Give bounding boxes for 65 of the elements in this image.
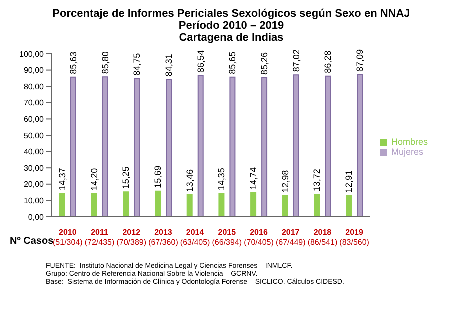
data-label: 14,74 — [248, 167, 259, 190]
x-tick-label: 2017 (67/449) — [276, 228, 306, 247]
data-label: 13,46 — [184, 170, 195, 192]
text: Nº Casos — [10, 236, 54, 247]
bar — [134, 78, 140, 217]
data-label: 85,80 — [100, 52, 110, 74]
x-tick-label: 2012 (70/389) — [116, 228, 147, 247]
y-tick-label: 50,00 — [24, 131, 45, 140]
bar — [230, 76, 236, 217]
data-label: 85,26 — [260, 52, 270, 76]
bar — [357, 74, 364, 217]
bar — [325, 76, 332, 217]
bar — [218, 193, 225, 217]
data-label: 12,91 — [344, 170, 354, 193]
x-tick-label: 2010 (51/304) — [53, 228, 84, 247]
y-tick-label: 90,00 — [24, 66, 45, 76]
x-tick-label: 2019 (83/560) — [340, 228, 370, 247]
x-tick-label: 2016 (70/405) — [244, 228, 274, 247]
bar — [346, 195, 352, 217]
y-tick-label: 30,00 — [24, 164, 45, 173]
y-tick-label: 40,00 — [24, 148, 45, 157]
bar — [59, 193, 66, 217]
data-label: 14,37 — [57, 168, 68, 191]
y-tick-label: 60,00 — [24, 115, 45, 124]
data-label: 15,69 — [153, 166, 164, 188]
y-tick-label: 10,00 — [24, 196, 45, 206]
bar — [155, 190, 162, 217]
bar — [186, 194, 193, 217]
bar — [102, 76, 108, 217]
data-label: 12,98 — [280, 170, 290, 193]
data-label: 84,75 — [132, 53, 142, 76]
data-label: 87,02 — [291, 50, 302, 72]
data-label: 86,28 — [323, 50, 334, 74]
data-label: 13,72 — [312, 169, 322, 192]
data-label: 86,54 — [196, 50, 206, 73]
data-label: 85,65 — [228, 52, 238, 74]
bar — [70, 76, 76, 217]
legend-label: Hombres — [391, 136, 428, 146]
y-tick-label: 0,00 — [28, 212, 45, 222]
bar — [198, 75, 204, 217]
x-tick-label: 2014 (63/405) — [180, 228, 211, 247]
chart-title: Porcentaje de Informes Periciales Sexológicos según Sexo en NNAJ Período 2010 – 2019 Cartagena de Indias — [52, 8, 412, 44]
bar — [250, 192, 257, 217]
x-tick-label: 2011 (72/435) — [84, 228, 116, 247]
y-tick-label: 20,00 — [24, 180, 45, 190]
data-label: 15,25 — [121, 166, 132, 190]
data-label: 85,63 — [68, 52, 78, 74]
data-label: 87,09 — [355, 50, 366, 72]
x-tick-label: 2013 (67/360) — [148, 228, 179, 247]
bar — [282, 195, 288, 217]
data-label: 14,35 — [216, 168, 227, 191]
y-tick-label: 70,00 — [24, 98, 45, 108]
x-tick-label: 2015 (66/394) — [212, 228, 242, 247]
y-tick-label: 100,00 — [20, 50, 45, 59]
bar — [91, 193, 98, 217]
bar — [314, 194, 320, 217]
y-tick-label: 80,00 — [24, 82, 45, 92]
bar — [166, 79, 172, 217]
bar — [262, 78, 268, 217]
x-tick-label: 2018 (86/541) — [308, 228, 338, 247]
data-label: 84,31 — [164, 54, 174, 77]
bar — [293, 74, 300, 217]
bar — [123, 192, 130, 217]
legend-label: Mujeres — [391, 146, 424, 156]
data-label: 14,20 — [89, 168, 100, 191]
